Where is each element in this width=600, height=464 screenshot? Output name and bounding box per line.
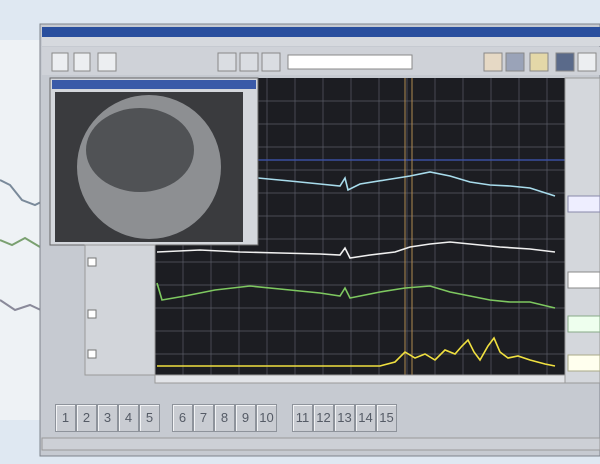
trace bbox=[156, 282, 556, 309]
scrollbar[interactable] bbox=[154, 374, 566, 384]
number-button[interactable]: 7 bbox=[193, 404, 214, 432]
checkbox[interactable] bbox=[87, 349, 97, 359]
menu-bar bbox=[42, 37, 600, 46]
number-button[interactable]: 3 bbox=[97, 404, 118, 432]
number-button[interactable]: 10 bbox=[256, 404, 277, 432]
tool-button[interactable] bbox=[577, 52, 597, 72]
value-box bbox=[567, 195, 600, 213]
checkbox[interactable] bbox=[87, 257, 97, 267]
value-box bbox=[567, 315, 600, 333]
number-button[interactable]: 15 bbox=[376, 404, 397, 432]
tool-button[interactable] bbox=[529, 52, 549, 72]
tool-button[interactable] bbox=[555, 52, 575, 72]
video-image bbox=[86, 108, 194, 192]
video-title-bar bbox=[52, 80, 256, 89]
background-trace bbox=[0, 299, 46, 313]
trace bbox=[157, 336, 556, 367]
channel-panel bbox=[84, 244, 156, 376]
tool-button[interactable] bbox=[505, 52, 525, 72]
number-button[interactable]: 14 bbox=[355, 404, 376, 432]
background-screen bbox=[0, 40, 45, 420]
value-box bbox=[567, 271, 600, 289]
number-button[interactable]: 12 bbox=[313, 404, 334, 432]
number-button[interactable]: 13 bbox=[334, 404, 355, 432]
number-button[interactable]: 11 bbox=[292, 404, 313, 432]
dropdown[interactable] bbox=[287, 54, 413, 70]
tool-button[interactable] bbox=[97, 52, 117, 72]
pause-button[interactable] bbox=[239, 52, 259, 72]
stop-button[interactable] bbox=[261, 52, 281, 72]
value-box bbox=[567, 354, 600, 372]
number-button[interactable]: 2 bbox=[76, 404, 97, 432]
background-trace bbox=[0, 179, 46, 207]
number-button[interactable]: 4 bbox=[118, 404, 139, 432]
toolbar-buttons bbox=[51, 52, 597, 72]
play-button[interactable] bbox=[217, 52, 237, 72]
number-button[interactable]: 1 bbox=[55, 404, 76, 432]
status-bar bbox=[41, 437, 600, 451]
number-button[interactable]: 6 bbox=[172, 404, 193, 432]
number-button[interactable]: 9 bbox=[235, 404, 256, 432]
trace bbox=[257, 171, 556, 197]
number-button[interactable]: 8 bbox=[214, 404, 235, 432]
trace bbox=[156, 241, 556, 259]
value-panel bbox=[564, 77, 600, 384]
title-bar bbox=[42, 27, 600, 37]
number-button[interactable]: 5 bbox=[139, 404, 160, 432]
background-trace bbox=[0, 236, 46, 251]
tool-button[interactable] bbox=[483, 52, 503, 72]
tool-button[interactable] bbox=[73, 52, 91, 72]
checkbox[interactable] bbox=[87, 309, 97, 319]
tool-button[interactable] bbox=[51, 52, 69, 72]
